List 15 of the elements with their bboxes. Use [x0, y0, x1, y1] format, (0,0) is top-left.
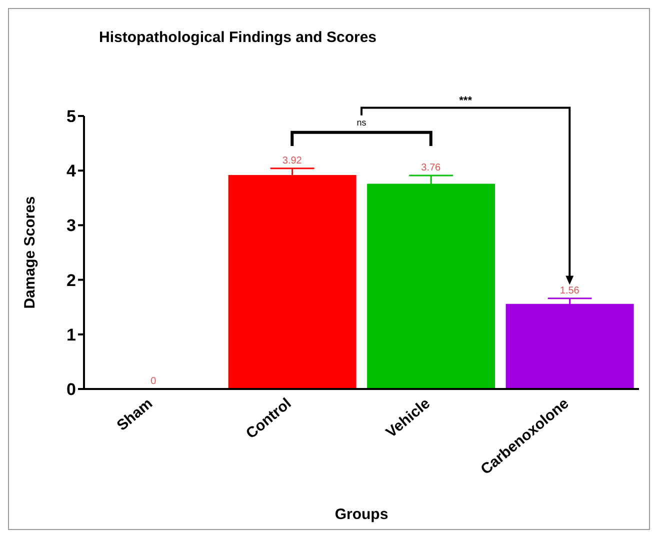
y-tick-label: 1 — [66, 325, 76, 344]
y-tick-label: 5 — [66, 107, 76, 126]
y-tick-label: 3 — [66, 216, 76, 236]
text: *** — [459, 94, 473, 107]
y-tick-label: 2 — [66, 270, 76, 290]
chart-title: Histopathological Findings and Scores — [99, 29, 377, 46]
y-tick-label: 0 — [66, 380, 76, 400]
data-label: 3.92 — [282, 155, 302, 166]
y-axis-title: Damage Scores — [21, 196, 38, 309]
data-label: 3.76 — [421, 162, 442, 174]
data-label: 1.56 — [560, 285, 580, 296]
x-axis-title: Groups — [334, 506, 388, 523]
data-label: 0 — [150, 376, 157, 387]
y-tick-label: 4 — [66, 162, 77, 181]
annotation: ns — [356, 117, 367, 128]
